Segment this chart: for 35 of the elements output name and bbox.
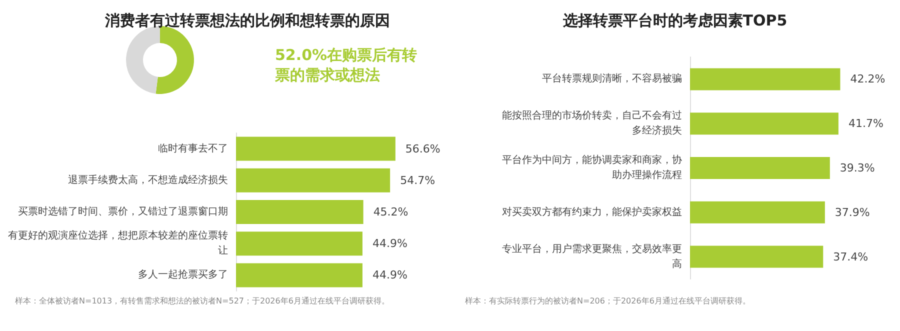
bar [236,200,364,224]
bar [690,157,830,179]
y-tick-label: 能按照合理的市场价转卖，自己不会有过多经济损失 [502,110,682,137]
data-label: 56.6% [405,142,440,156]
bar [690,68,840,90]
data-label: 37.4% [833,250,868,264]
y-tick-label: 对买卖双方都有约束力，能保护卖家权益 [502,206,682,218]
bar [236,263,362,288]
text: 消费者有过转票想法的比例和想转票的原因 [104,12,390,30]
data-label: 45.2% [373,206,408,218]
data-label: 44.9% [372,268,408,282]
data-label: 42.2% [850,72,886,86]
data-label: 39.3% [840,162,875,174]
y-tick-label: 专业平台，用户需求更聚焦，交易效率更高 [502,242,682,270]
bar [236,168,390,192]
text: 样本：有实际转票行为的被访者N=206；于2026年6月通过在线平台调研获得。 [465,296,750,306]
text: 52.0%在购票后有转票的需求或想法 [274,46,418,84]
y-tick-label: 临时有事去不了 [158,142,228,154]
y-tick-label: 平台转票规则清晰，不容易被骗 [542,72,682,85]
bar [690,112,838,135]
chart-title: 选择转票平台时的考虑因素TOP5 [562,12,788,30]
bar [236,232,362,256]
data-label: 44.9% [372,237,408,250]
data-label: 37.9% [834,206,870,219]
y-tick-label: 买票时选错了时间、票价，又错过了退票窗口期 [18,206,228,218]
y-tick-label: 退票手续费太高，不想造成经济损失 [68,174,228,186]
y-tick-label: 有更好的观演座位选择，想把原本较差的座位票转让 [8,230,228,257]
data-label: 54.7% [400,174,436,187]
y-tick-label: 多人一起抢票买多了 [138,268,228,281]
bar [690,246,824,268]
y-tick-label: 平台作为中间方，能协调卖家和商家，协助办理操作流程 [502,154,682,181]
bar [236,136,396,161]
data-label: 41.7% [848,117,884,130]
bar [690,201,825,224]
text: 样本：全体被访者N=1013，有转售需求和想法的被访者N=527；于2026年6月通过在线平台调研获得。 [15,296,390,306]
